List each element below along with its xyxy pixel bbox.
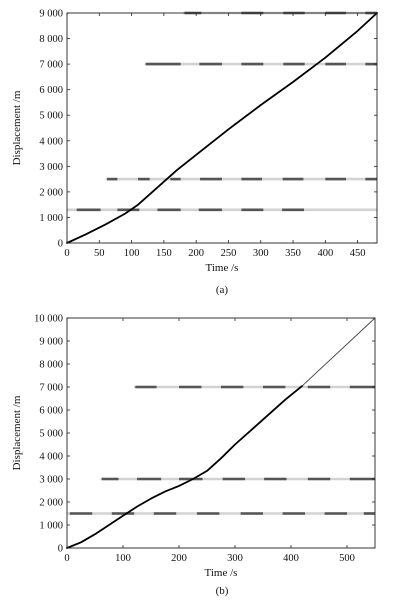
panel-b-y-tick-label-10: 10 000 — [34, 314, 63, 325]
panel-b-series-1-line — [301, 317, 376, 387]
panel-a-chart: 0 50 100 150 200 250 300 350 400 450 0 1 000 2 000 3 … — [11, 9, 378, 274]
panel-b-x-tick-label-2: 200 — [171, 553, 187, 564]
panel-a-series-0-line — [66, 12, 378, 244]
panel-a-axes-frame — [66, 12, 378, 244]
panel-a-x-tick-label-2: 100 — [124, 248, 140, 259]
panel-a-y-tick-label-1: 1 000 — [39, 213, 63, 224]
panel-b-x-tick-label-3: 300 — [227, 553, 243, 564]
panel-b-series-0-line — [66, 384, 304, 549]
panel-a-y-tick-label-0: 0 — [58, 239, 63, 250]
panel-a-x-tick-label-7: 350 — [285, 248, 301, 259]
panel-b-y-axis-title: Displacement /m — [11, 395, 23, 470]
panel-a-y-tick-label-3: 3 000 — [39, 162, 63, 173]
panel-a-y-tick-label-2: 2 000 — [39, 187, 63, 198]
panel-b-chart: 0 100 200 300 400 500 0 1 000 2 000 3 000 4 000 5 0… — [11, 314, 376, 579]
panel-a-x-tick-label-4: 200 — [188, 248, 204, 259]
panel-b-y-tick-label-1: 1 000 — [39, 521, 63, 532]
panel-a-y-tick-label-8: 8 000 — [39, 34, 63, 45]
panel-b-x-axis-title: Time /s — [205, 567, 238, 579]
panel-a-x-tick-label-8: 400 — [317, 248, 333, 259]
panel-b-y-tick-label-2: 2 000 — [39, 498, 63, 509]
panel-a-y-tick-label-4: 4 000 — [39, 136, 63, 147]
panel-b-y-tick-label-7: 7 000 — [39, 383, 63, 394]
panel-a-x-tick-label-1: 50 — [94, 248, 105, 259]
panel-a-x-axis-title: Time /s — [206, 262, 239, 274]
panel-b-y-tick-label-4: 4 000 — [39, 452, 63, 463]
panel-a-x-tick-label-9: 450 — [350, 248, 366, 259]
panel-a-y-tick-label-7: 7 000 — [39, 60, 63, 71]
panel-b-y-tick-label-9: 9 000 — [39, 337, 63, 348]
panel-b-y-tick-label-8: 8 000 — [39, 360, 63, 371]
panel-b-y-tick-label-3: 3 000 — [39, 475, 63, 486]
panel-a-label: (a) — [216, 284, 229, 296]
panel-b-x-tick-label-4: 400 — [283, 553, 299, 564]
panel-b-y-tick-label-6: 6 000 — [39, 406, 63, 417]
panel-b-y-tick-label-5: 5 000 — [39, 429, 63, 440]
panel-a-x-tick-label-3: 150 — [156, 248, 172, 259]
panel-a-y-tick-label-9: 9 000 — [39, 9, 63, 20]
panel-b-label: (b) — [216, 585, 229, 597]
panel-a-y-tick-label-5: 5 000 — [39, 111, 63, 122]
panel-a-y-axis-title: Displacement /m — [11, 90, 23, 165]
panel-a-x-tick-label-0: 0 — [64, 248, 69, 259]
panel-b-y-tick-label-0: 0 — [58, 544, 63, 555]
panel-a-x-tick-label-6: 300 — [253, 248, 269, 259]
panel-b-x-tick-label-0: 0 — [64, 553, 69, 564]
panel-b-x-tick-label-5: 500 — [339, 553, 355, 564]
panel-b-x-tick-label-1: 100 — [115, 553, 131, 564]
panel-a-x-tick-label-5: 250 — [221, 248, 237, 259]
panel-a-y-tick-label-6: 6 000 — [39, 85, 63, 96]
